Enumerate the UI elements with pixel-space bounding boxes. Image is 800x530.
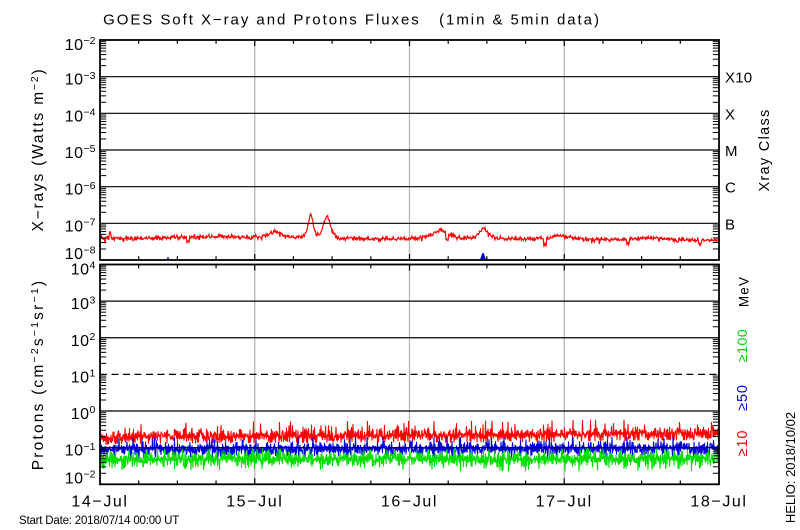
svg-text:−5: −5 bbox=[84, 143, 96, 155]
svg-text:M: M bbox=[725, 143, 738, 160]
svg-text:10: 10 bbox=[65, 471, 84, 488]
svg-text:15−Jul: 15−Jul bbox=[226, 494, 283, 511]
svg-text:B: B bbox=[725, 216, 735, 233]
svg-text:10: 10 bbox=[65, 72, 84, 89]
svg-text:3: 3 bbox=[90, 294, 96, 306]
svg-text:Protons (cm−2s−1sr−1): Protons (cm−2s−1sr−1) bbox=[29, 279, 47, 471]
svg-text:≥100: ≥100 bbox=[734, 329, 750, 362]
svg-text:X−rays (Watts m−2): X−rays (Watts m−2) bbox=[29, 68, 47, 232]
svg-text:HELIO: 2018/10/02: HELIO: 2018/10/02 bbox=[783, 412, 798, 523]
svg-text:14−Jul: 14−Jul bbox=[71, 494, 128, 511]
svg-text:≥10: ≥10 bbox=[735, 430, 751, 457]
svg-text:MeV: MeV bbox=[737, 276, 752, 307]
svg-text:10: 10 bbox=[65, 218, 84, 235]
svg-text:C: C bbox=[725, 180, 736, 197]
svg-text:18−Jul: 18−Jul bbox=[690, 494, 747, 511]
svg-text:−2: −2 bbox=[84, 35, 96, 47]
svg-text:10: 10 bbox=[71, 262, 90, 279]
svg-text:10: 10 bbox=[65, 108, 84, 125]
svg-text:Xray Class: Xray Class bbox=[757, 108, 773, 191]
svg-text:10: 10 bbox=[71, 296, 90, 313]
svg-text:X10: X10 bbox=[725, 70, 752, 87]
svg-text:10: 10 bbox=[65, 145, 84, 162]
svg-text:2: 2 bbox=[90, 331, 96, 343]
svg-text:−7: −7 bbox=[84, 217, 96, 229]
svg-text:10: 10 bbox=[65, 443, 84, 460]
svg-text:Start Date: 2018/07/14 00:00 U: Start Date: 2018/07/14 00:00 UT bbox=[19, 515, 179, 527]
svg-text:−8: −8 bbox=[84, 244, 96, 256]
svg-text:−6: −6 bbox=[84, 180, 96, 192]
svg-text:10: 10 bbox=[71, 406, 90, 423]
svg-text:GOES Soft X−ray and Protons Fl: GOES Soft X−ray and Protons Fluxes (1min… bbox=[103, 12, 601, 29]
svg-text:−3: −3 bbox=[84, 70, 96, 82]
svg-text:−4: −4 bbox=[84, 107, 96, 119]
svg-text:10: 10 bbox=[71, 369, 90, 386]
svg-text:10: 10 bbox=[65, 246, 84, 263]
svg-text:10: 10 bbox=[65, 37, 84, 54]
svg-text:17−Jul: 17−Jul bbox=[536, 494, 593, 511]
svg-text:1: 1 bbox=[90, 368, 96, 380]
svg-text:0: 0 bbox=[90, 404, 96, 416]
svg-text:−1: −1 bbox=[84, 441, 96, 453]
svg-text:10: 10 bbox=[71, 333, 90, 350]
svg-text:−2: −2 bbox=[84, 469, 96, 481]
svg-text:16−Jul: 16−Jul bbox=[381, 494, 438, 511]
svg-text:≥50: ≥50 bbox=[735, 384, 751, 411]
svg-text:10: 10 bbox=[65, 182, 84, 199]
svg-text:4: 4 bbox=[90, 260, 96, 272]
svg-text:X: X bbox=[725, 106, 735, 123]
